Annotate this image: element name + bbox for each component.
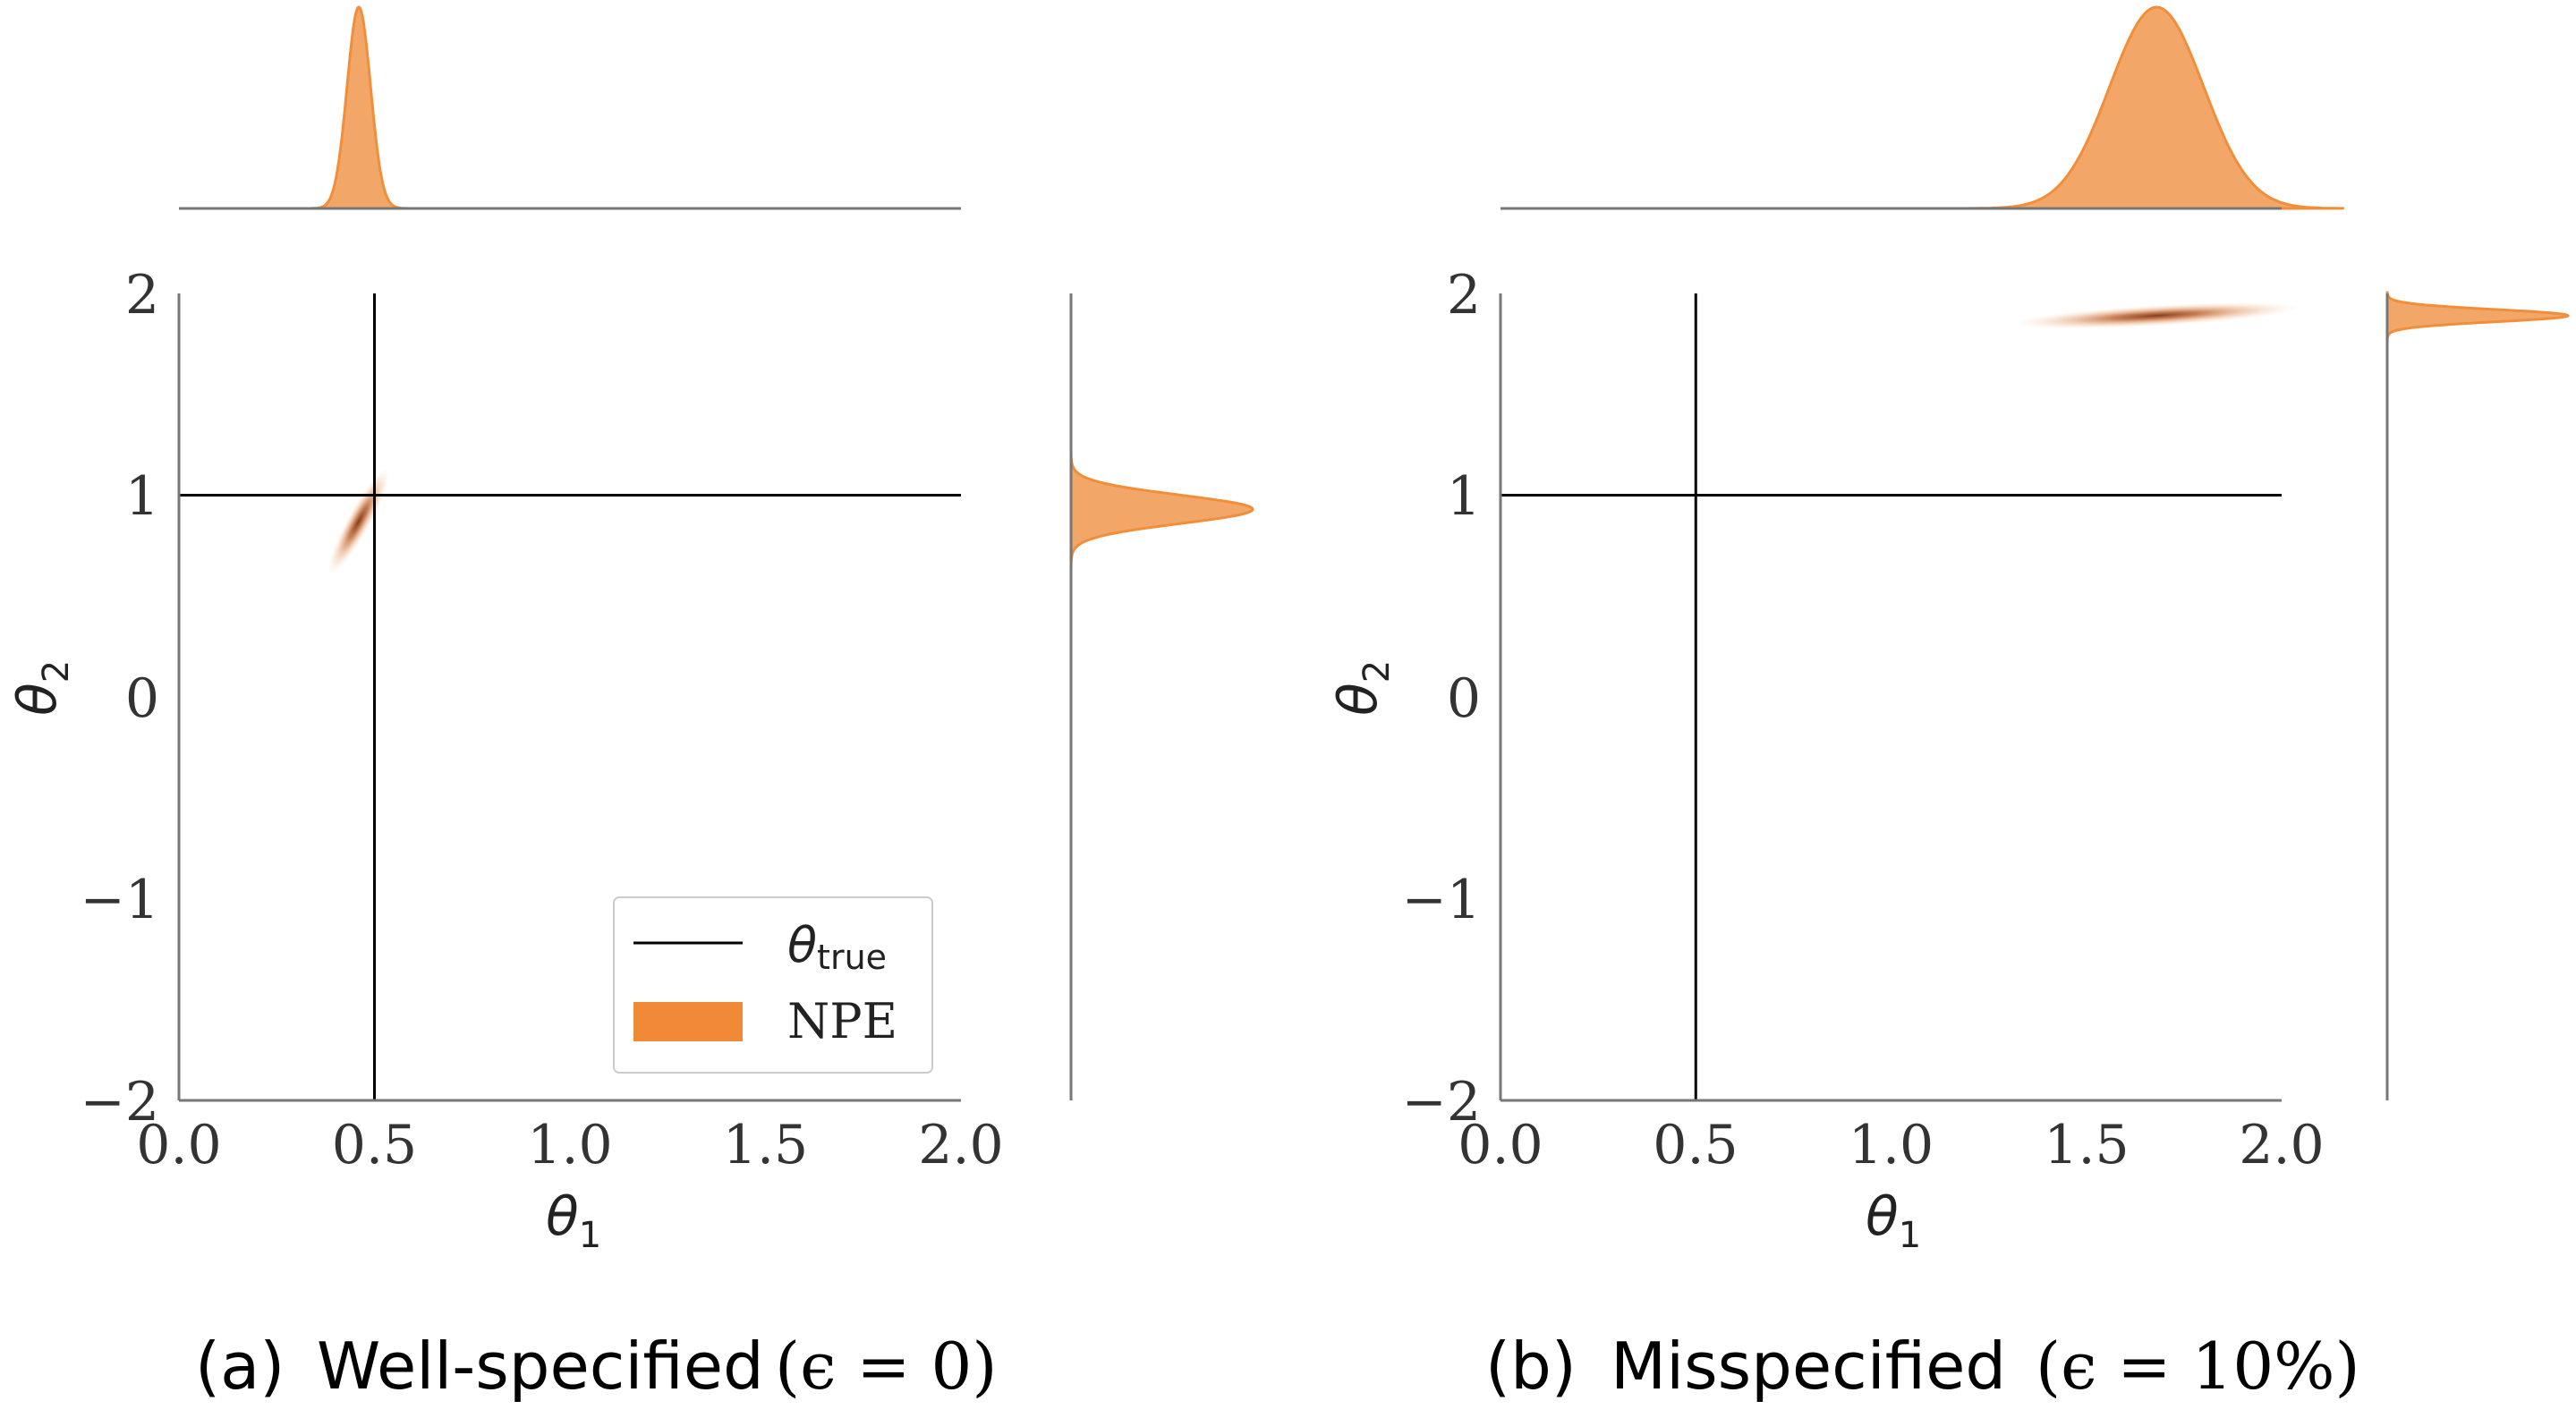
caption-math-a: (ϵ = 0): [775, 1329, 997, 1404]
caption-math-b: (ϵ = 10%): [2036, 1329, 2360, 1404]
y-tick-label: 0: [125, 667, 159, 730]
caption-a: (a) Well-specified (ϵ = 0): [195, 1329, 997, 1404]
theta1-marginal-fill-a: [310, 5, 408, 210]
x-tick-label: 0.5: [1653, 1114, 1738, 1176]
caption-b: (b) Misspecified (ϵ = 10%): [1485, 1329, 2360, 1404]
top-marginal-a: [179, 5, 961, 210]
theta2-marginal-fill-a: [1069, 450, 1254, 568]
y-axis-label-a: θ2: [6, 660, 77, 716]
y-tick-label: 0: [1447, 667, 1481, 730]
x-tick-label: 0.0: [1458, 1114, 1543, 1176]
y-tick-label: −2: [1402, 1071, 1481, 1134]
legend: θtrue NPE: [613, 896, 933, 1074]
x-tick-label: 0.5: [332, 1114, 417, 1176]
x-axis-label-a: θ1: [546, 1185, 601, 1256]
y-tick-label: 1: [1447, 465, 1481, 528]
y-axis-label-b: θ2: [1327, 660, 1398, 716]
x-tick-label: 2.0: [2239, 1114, 2324, 1176]
x-tick-label: 1.0: [527, 1114, 612, 1176]
caption-text-a: Well-specified: [317, 1329, 764, 1404]
x-tick-label: 1.0: [1849, 1114, 1934, 1176]
x-tick-label: 1.5: [2044, 1114, 2129, 1176]
joint-plot-a: 0.0 0.5 1.0 1.5 2.0 2 1 0 −1 −2 θ1 θ2: [6, 264, 1004, 1256]
legend-label-npe: NPE: [787, 993, 897, 1049]
y-tick-label: −1: [1402, 869, 1481, 931]
y-tick-label: 1: [125, 465, 159, 528]
caption-text-b: Misspecified: [1611, 1329, 2006, 1404]
x-tick-label: 1.5: [723, 1114, 808, 1176]
theta1-marginal-fill-b: [1968, 5, 2344, 210]
x-tick-label: 2.0: [918, 1114, 1003, 1176]
right-marginal-a: [1069, 293, 1254, 1100]
legend-patch-swatch: [633, 1002, 743, 1041]
y-tick-label: −2: [81, 1071, 159, 1134]
panel-a: 0.0 0.5 1.0 1.5 2.0 2 1 0 −1 −2 θ1 θ2 θt…: [6, 5, 1254, 1404]
panel-b: 0.0 0.5 1.0 1.5 2.0 2 1 0 −1 −2 θ1 θ2 (b…: [1327, 5, 2571, 1404]
legend-label-theta-true: θtrue: [787, 917, 887, 977]
joint-posterior-blob-b: [2014, 302, 2300, 329]
top-marginal-b: [1501, 5, 2344, 210]
theta2-marginal-fill-b: [2385, 291, 2571, 343]
joint-posterior-blob-a: [327, 469, 390, 574]
x-axis-label-b: θ1: [1866, 1185, 1921, 1256]
caption-label-a: (a): [195, 1329, 285, 1404]
y-tick-label: −1: [81, 869, 159, 931]
x-tick-label: 0.0: [136, 1114, 221, 1176]
y-tick-label: 2: [1447, 264, 1481, 327]
right-marginal-b: [2385, 291, 2571, 1100]
joint-plot-b: 0.0 0.5 1.0 1.5 2.0 2 1 0 −1 −2 θ1 θ2: [1327, 264, 2325, 1256]
y-tick-label: 2: [125, 264, 159, 327]
caption-label-b: (b): [1485, 1329, 1577, 1404]
posterior-density-b: [2014, 302, 2300, 329]
posterior-density-a: [327, 469, 390, 574]
